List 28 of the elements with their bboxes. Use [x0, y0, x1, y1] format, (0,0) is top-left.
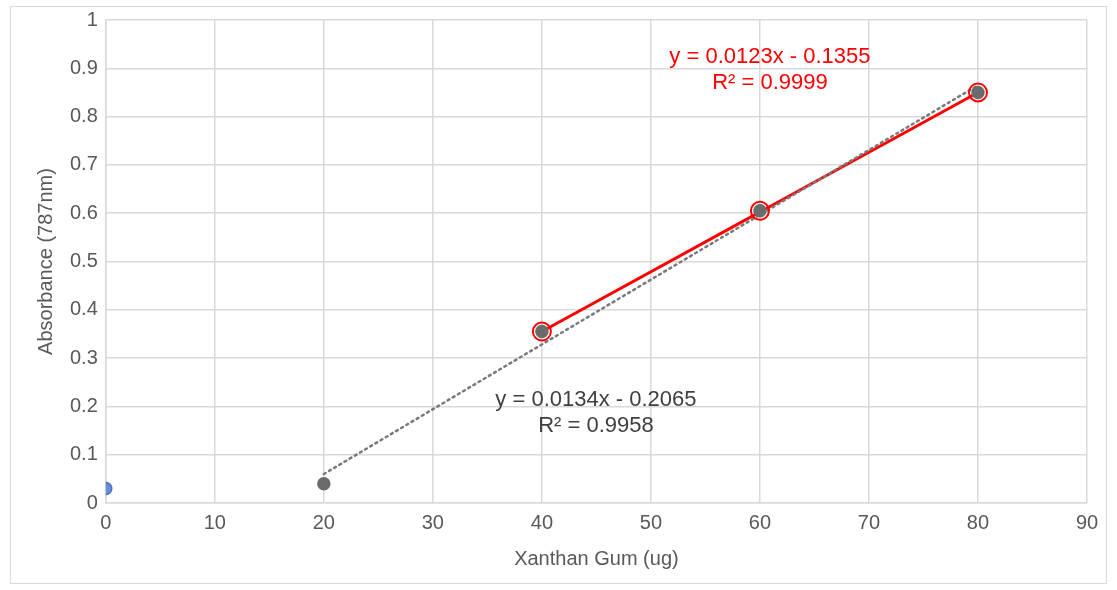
y-tick-label: 0.3	[69, 345, 98, 368]
y-tick-label: 1	[86, 7, 98, 30]
y-axis-title: Absorbance (787nm)	[33, 168, 56, 355]
y-tick-label: 0.4	[69, 297, 98, 320]
y-tick-label: 0.6	[69, 200, 98, 223]
annotation: y = 0.0123x - 0.1355	[669, 43, 871, 69]
x-tick-label: 60	[748, 510, 772, 533]
annotation: R² = 0.9958	[538, 411, 654, 437]
y-tick-label: 0	[86, 490, 98, 513]
annotation: y = 0.0134x - 0.2065	[495, 385, 697, 411]
x-tick-label: 30	[421, 510, 444, 533]
y-tick-label: 0.2	[69, 393, 98, 416]
x-tick-label: 50	[639, 510, 663, 533]
x-tick-label: 0	[100, 510, 112, 533]
annotation: R² = 0.9999	[712, 69, 828, 95]
y-tick-label: 0.1	[69, 442, 98, 465]
y-tick-label: 0.7	[69, 152, 98, 175]
x-tick-label: 80	[966, 510, 990, 533]
y-tick-label: 0.9	[69, 55, 98, 78]
x-tick-label: 20	[312, 510, 335, 533]
point	[317, 476, 331, 491]
x-tick-label: 70	[857, 510, 881, 533]
x-tick-label: 40	[530, 510, 554, 533]
y-tick-label: 0.5	[69, 249, 98, 272]
x-tick-label: 10	[203, 510, 226, 533]
y-tick-label: 0.8	[69, 104, 98, 127]
x-tick-label: 90	[1075, 510, 1099, 533]
x-axis-title: Xanthan Gum (ug)	[514, 546, 679, 569]
